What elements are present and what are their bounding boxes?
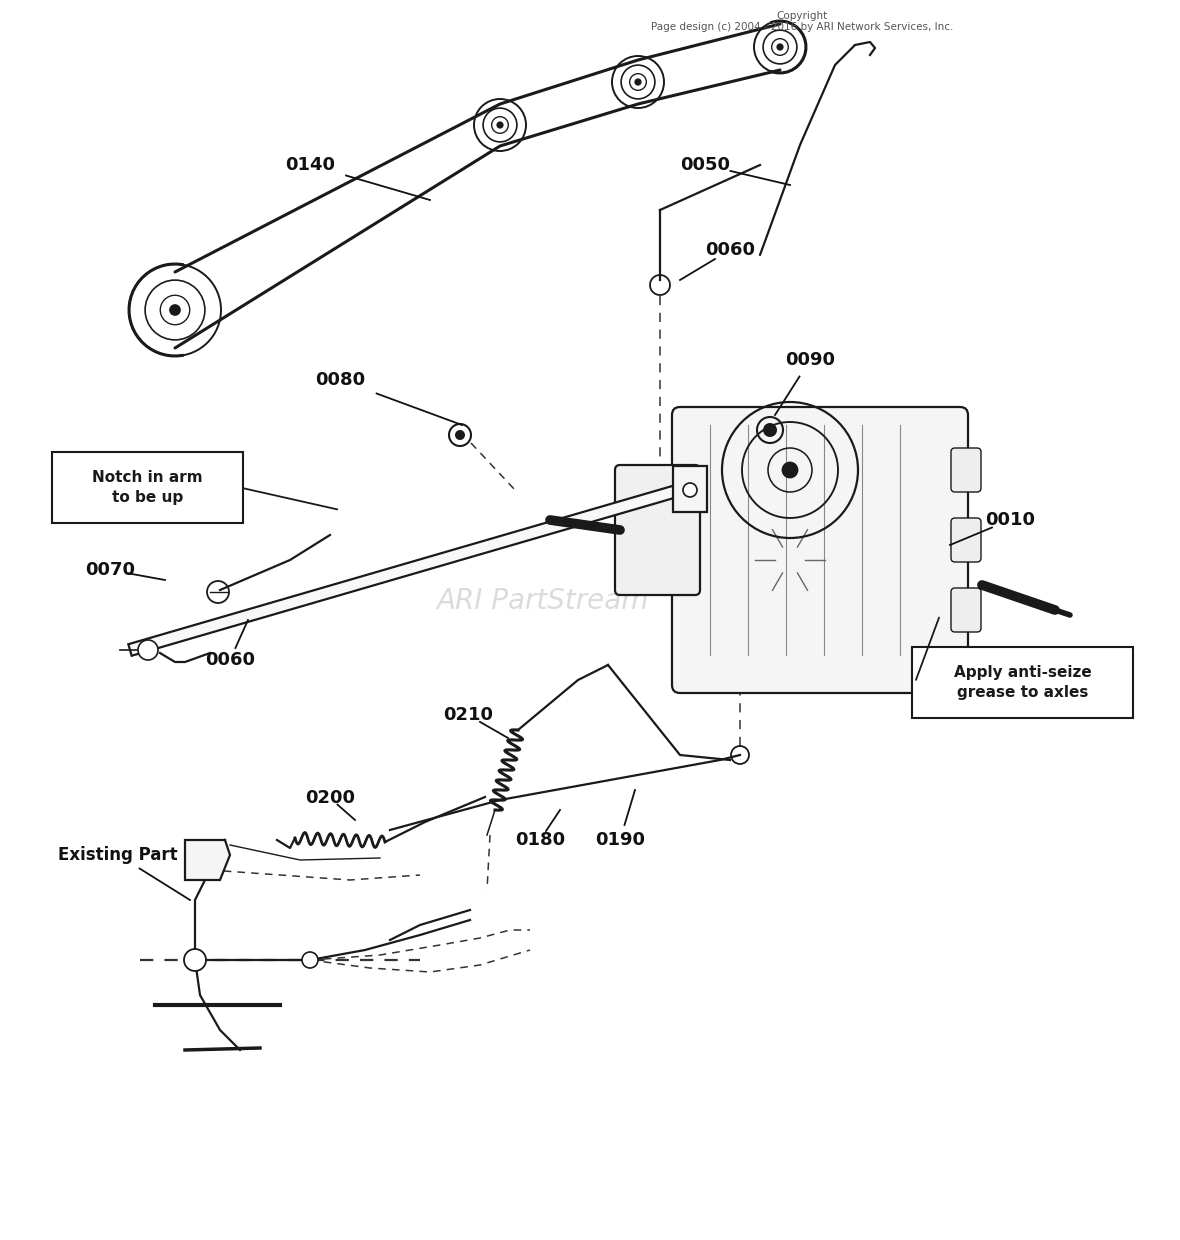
Text: 0180: 0180 <box>514 831 565 849</box>
Text: ARI PartStream: ARI PartStream <box>437 588 649 615</box>
FancyBboxPatch shape <box>671 407 968 693</box>
Text: 0060: 0060 <box>704 241 755 259</box>
Text: 0050: 0050 <box>680 156 730 174</box>
Circle shape <box>302 952 317 968</box>
Circle shape <box>170 305 181 315</box>
Polygon shape <box>129 485 682 656</box>
Text: 0080: 0080 <box>315 371 365 389</box>
Circle shape <box>683 484 697 497</box>
Circle shape <box>763 423 776 436</box>
Text: 0010: 0010 <box>985 511 1035 529</box>
Text: Notch in arm
to be up: Notch in arm to be up <box>92 470 203 505</box>
Text: 0210: 0210 <box>442 706 493 724</box>
FancyBboxPatch shape <box>673 466 707 512</box>
Text: 0140: 0140 <box>286 156 335 174</box>
FancyBboxPatch shape <box>951 518 981 562</box>
Circle shape <box>184 949 206 971</box>
Text: Existing Part: Existing Part <box>58 846 178 864</box>
Circle shape <box>778 45 782 50</box>
Circle shape <box>497 122 503 128</box>
Text: 0060: 0060 <box>205 651 255 670</box>
Circle shape <box>455 430 465 440</box>
Text: 0200: 0200 <box>304 789 355 807</box>
Circle shape <box>782 463 798 477</box>
Circle shape <box>138 640 158 660</box>
FancyBboxPatch shape <box>52 453 243 523</box>
FancyBboxPatch shape <box>951 588 981 632</box>
Circle shape <box>635 79 641 84</box>
Text: 0190: 0190 <box>595 831 645 849</box>
Text: Copyright
Page design (c) 2004 - 2016 by ARI Network Services, Inc.: Copyright Page design (c) 2004 - 2016 by… <box>651 11 953 32</box>
FancyBboxPatch shape <box>615 465 700 595</box>
Text: Apply anti-seize
grease to axles: Apply anti-seize grease to axles <box>953 665 1092 699</box>
FancyBboxPatch shape <box>951 448 981 492</box>
FancyBboxPatch shape <box>912 647 1133 718</box>
Text: 0090: 0090 <box>785 351 835 370</box>
Text: 0070: 0070 <box>85 560 135 579</box>
Polygon shape <box>185 839 230 880</box>
